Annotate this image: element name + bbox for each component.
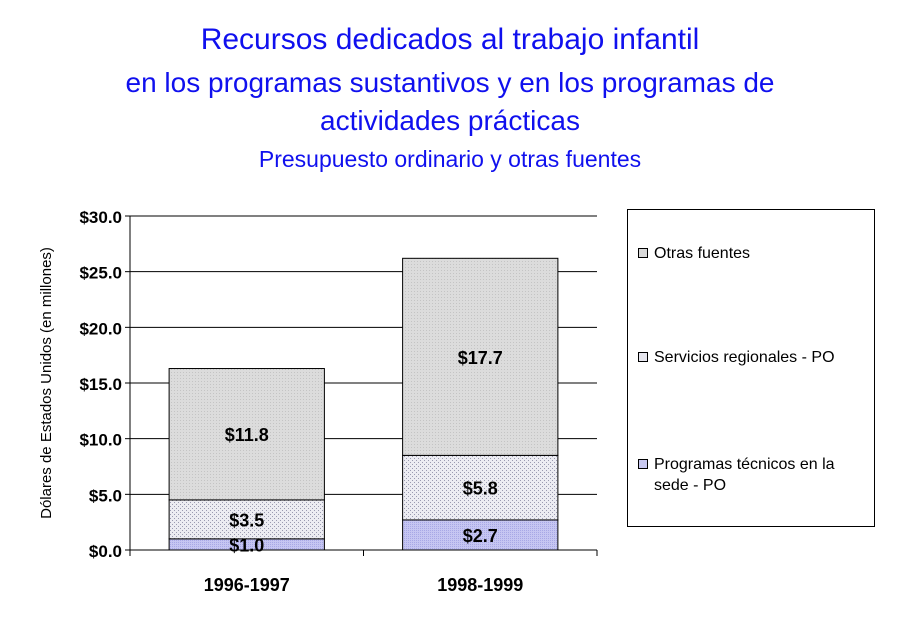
data-label: $1.0 [229,535,264,555]
title-line-1: Recursos dedicados al trabajo infantil [200,23,700,56]
bar-segment-programas [402,519,559,551]
legend-item-programas: Programas técnicos en la sede - PO [638,454,864,496]
y-tick-label: $10.0 [79,431,122,450]
legend-swatch-otras [638,248,648,258]
chart-legend: Otras fuentes Servicios regionales - PO … [627,209,875,527]
legend-item-servicios: Servicios regionales - PO [638,347,864,368]
data-label: $5.8 [463,479,498,499]
y-tick-label: $25.0 [79,264,122,283]
subtitle: Presupuesto ordinario y otras fuentes [258,146,642,172]
y-tick-label: $15.0 [79,375,122,394]
x-category-label: 1998-1999 [437,575,523,595]
title-line-2: en los programas sustantivos y en los pr… [125,67,775,98]
legend-label-programas: Programas técnicos en la sede - PO [654,456,835,494]
data-label: $17.7 [458,348,503,368]
legend-swatch-servicios [638,352,648,362]
bar-segment-servicios [168,499,325,540]
y-tick-label: $5.0 [89,486,122,505]
y-axis-title: Dólares de Estados Unidos (en millones) [38,247,55,519]
legend-label-servicios: Servicios regionales - PO [654,349,835,366]
data-label: $2.7 [463,526,498,546]
bar-segment-otras [402,257,559,456]
y-tick-label: $0.0 [89,542,122,561]
legend-item-otras: Otras fuentes [638,243,864,264]
title-line-3: actividades prácticas [320,105,580,136]
legend-swatch-programas [638,459,648,469]
y-tick-label: $30.0 [79,208,122,227]
y-tick-label: $20.0 [79,319,122,338]
bar-segment-otras [168,368,325,501]
data-label: $11.8 [225,425,269,445]
data-label: $3.5 [229,510,264,530]
x-category-label: 1996-1997 [204,575,290,595]
legend-label-otras: Otras fuentes [654,245,751,262]
